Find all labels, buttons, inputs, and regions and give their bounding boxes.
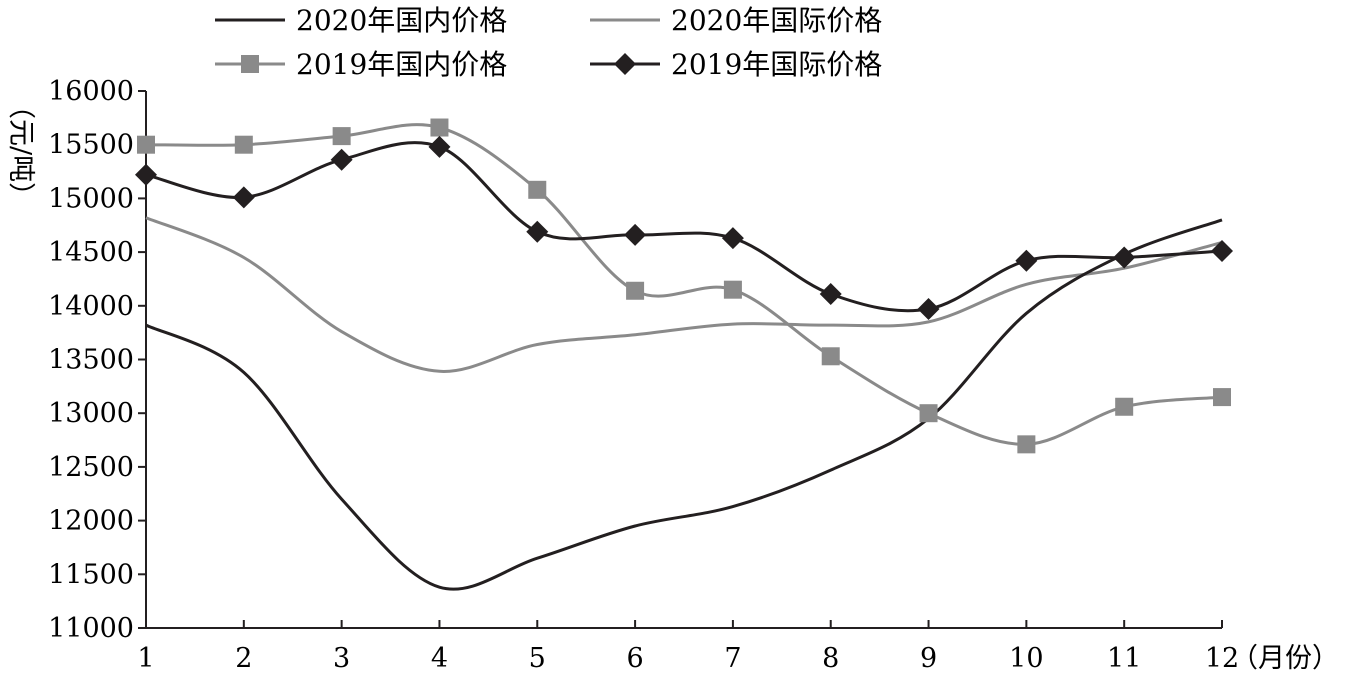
x-tick-label: 10 xyxy=(1009,643,1043,674)
data-point-square xyxy=(430,118,449,137)
axes: 11000 11500 12000 12500 13000 13500 14000 14500… xyxy=(48,76,1239,674)
legend-label-2019-domestic: 2019年国内价格 xyxy=(296,48,507,81)
y-tick-label: 13500 xyxy=(48,345,134,376)
data-point-diamond xyxy=(526,220,549,243)
data-point-square xyxy=(332,127,351,146)
series-line-3 xyxy=(145,141,1223,313)
x-tick-label: 8 xyxy=(822,643,839,674)
y-axis-unit-label: （元/吨） xyxy=(5,92,36,209)
x-axis-unit-label: （月份） xyxy=(1231,643,1339,674)
series-line-0 xyxy=(145,218,1223,591)
data-point-square xyxy=(821,347,840,366)
data-point-diamond xyxy=(819,282,842,305)
data-point-diamond xyxy=(428,135,451,158)
y-tick-label: 13000 xyxy=(48,398,134,429)
data-point-square xyxy=(1115,397,1134,416)
y-tick-label: 12000 xyxy=(48,506,134,537)
legend: 2020年国内价格 2020年国际价格 2019年国内价格 2019年国际价格 xyxy=(215,4,882,81)
data-point-square xyxy=(528,180,547,199)
y-tick-label: 11500 xyxy=(48,559,134,590)
data-point-square xyxy=(626,281,645,300)
legend-marker-diamond xyxy=(614,53,636,75)
data-point-diamond xyxy=(1211,240,1233,263)
x-tick-label: 5 xyxy=(529,643,546,674)
y-tick-label: 15500 xyxy=(48,130,134,161)
y-tick-label: 15000 xyxy=(48,183,134,214)
legend-label-2020-international: 2020年国际价格 xyxy=(671,4,882,37)
y-tick-label: 12500 xyxy=(48,452,134,483)
x-tick-label: 1 xyxy=(137,643,154,674)
data-point-diamond xyxy=(1015,249,1038,272)
series-layer xyxy=(135,118,1233,591)
data-point-diamond xyxy=(135,163,157,186)
data-point-square xyxy=(919,404,938,423)
data-point-square xyxy=(1213,388,1231,407)
x-tick-label: 11 xyxy=(1107,643,1141,674)
x-tick-label: 7 xyxy=(724,643,741,674)
data-point-diamond xyxy=(624,223,647,246)
data-point-diamond xyxy=(721,227,744,250)
y-tick-label: 11000 xyxy=(48,613,134,644)
legend-label-2020-domestic: 2020年国内价格 xyxy=(296,4,507,37)
data-point-square xyxy=(1017,435,1036,454)
data-point-square xyxy=(234,135,253,154)
data-point-diamond xyxy=(1113,246,1136,269)
y-tick-label: 16000 xyxy=(48,76,134,107)
y-tick-label: 14500 xyxy=(48,237,134,268)
data-point-diamond xyxy=(917,298,940,321)
x-tick-label: 3 xyxy=(333,643,350,674)
data-point-square xyxy=(723,280,742,299)
x-tick-label: 4 xyxy=(431,643,448,674)
x-tick-label: 12 xyxy=(1205,643,1239,674)
data-point-diamond xyxy=(232,186,255,209)
legend-marker-square xyxy=(241,55,259,73)
y-tick-label: 14000 xyxy=(48,291,134,322)
series-line-1 xyxy=(145,216,1223,373)
x-tick-label: 6 xyxy=(626,643,643,674)
legend-label-2019-international: 2019年国际价格 xyxy=(671,48,882,81)
data-point-diamond xyxy=(330,148,353,171)
data-point-square xyxy=(137,135,155,154)
x-tick-label: 9 xyxy=(920,643,937,674)
x-tick-label: 2 xyxy=(235,643,252,674)
